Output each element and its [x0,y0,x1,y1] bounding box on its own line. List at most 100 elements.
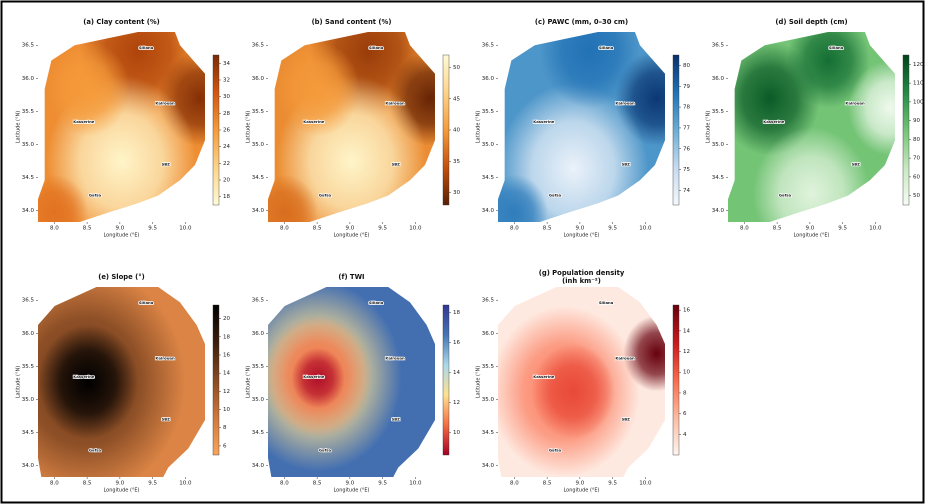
y-tick-label: 35.0 [252,142,265,148]
colorbar-tick-label: 120 [913,62,924,68]
x-tick-label: 10.0 [639,481,652,487]
x-tick-label: 9.0 [345,481,354,487]
panel-title: (b) Sand content (%) [312,18,392,26]
y-tick-label: 36.0 [482,76,495,82]
x-axis-label: Longitude (°E) [333,488,369,494]
city-label: Kairouan [155,355,175,360]
colorbar-tick-label: 16 [683,308,690,314]
x-tick-label: 8.5 [543,226,552,232]
x-axis-label: Longitude (°E) [103,488,139,494]
raster [268,32,435,222]
colorbar-tick-label: 50 [453,65,460,71]
raster-patch [38,174,89,222]
raster-patch [276,41,360,137]
city-label: Kairouan [845,100,865,105]
colorbar-tick-label: 77 [683,125,690,131]
y-tick-label: 36.5 [482,298,495,304]
x-tick-label: 8.5 [773,226,782,232]
colorbar-tick-label: 8 [683,390,687,396]
x-tick-label: 10.0 [179,226,192,232]
colorbar-tick-label: 35 [453,159,460,165]
city-label: SBZ [392,161,401,166]
city-label: Siliana [829,45,844,50]
x-tick-label: 8.5 [83,226,92,232]
y-tick-label: 36.5 [712,43,725,49]
raster-patch [46,41,130,137]
x-tick-label: 9.5 [838,226,847,232]
x-tick-label: 9.0 [115,481,124,487]
colorbar-tick-label: 16 [453,340,460,346]
city-label: Kasserine [303,374,324,379]
raster-patch [753,127,870,222]
y-tick-label: 35.0 [22,142,35,148]
colorbar-tick-label: 40 [453,128,460,134]
y-tick-label: 35.0 [482,142,495,148]
city-label: Gafsa [319,448,332,453]
colorbar-tick-label: 50 [913,193,920,199]
city-label: Kasserine [73,119,94,124]
colorbar-tick-label: 30 [453,190,460,196]
colorbar-tick-label: 28 [223,111,230,117]
y-tick-label: 34.0 [482,208,495,214]
x-tick-label: 10.0 [409,481,422,487]
x-tick-label: 8.5 [313,226,322,232]
raster [38,287,205,477]
city-label: SBZ [162,416,171,421]
y-tick-label: 35.5 [22,109,35,115]
city-label: Gafsa [89,193,102,198]
y-tick-label: 34.5 [22,175,35,181]
city-label: Kasserine [533,374,554,379]
colorbar-tick-label: 30 [223,94,230,100]
raster-patch [786,32,870,108]
y-tick-label: 36.5 [22,298,35,304]
x-tick-label: 8.0 [510,226,519,232]
city-label: Siliana [369,45,384,50]
colorbar-tick-label: 24 [223,144,230,150]
x-tick-label: 8.5 [83,481,92,487]
raster [268,287,435,477]
x-tick-label: 10.0 [409,226,422,232]
x-tick-label: 9.5 [378,481,387,487]
city-label: Kasserine [73,374,94,379]
x-tick-label: 9.0 [575,481,584,487]
city-label: Siliana [139,45,154,50]
y-tick-label: 34.0 [252,463,265,469]
city-label: Kasserine [303,119,324,124]
y-tick-label: 35.5 [22,364,35,370]
panel-title: (c) PAWC (mm, 0–30 cm) [535,18,628,26]
colorbar-tick-label: 74 [683,188,690,194]
x-tick-label: 8.5 [313,481,322,487]
y-tick-label: 34.0 [712,208,725,214]
x-tick-label: 10.0 [869,226,882,232]
colorbar-tick-label: 10 [453,430,460,436]
colorbar-tick-label: 12 [683,349,690,355]
y-axis-label: Latitude (°N) [246,366,252,398]
y-tick-label: 34.0 [482,463,495,469]
city-label: Kairouan [385,355,405,360]
y-tick-label: 36.0 [712,76,725,82]
x-tick-label: 8.0 [50,226,59,232]
y-tick-label: 34.5 [252,430,265,436]
city-label: SBZ [852,161,861,166]
colorbar-tick-label: 78 [683,105,690,111]
raster-patch [531,344,615,439]
x-tick-label: 9.0 [805,226,814,232]
city-label: Kairouan [155,100,175,105]
colorbar [442,54,450,206]
y-tick-label: 34.5 [252,175,265,181]
y-axis-label: Latitude (°N) [246,111,252,143]
y-axis-label: Latitude (°N) [16,366,22,398]
x-tick-label: 9.5 [378,226,387,232]
city-label: Kairouan [385,100,405,105]
y-tick-label: 36.0 [482,331,495,337]
y-tick-label: 36.5 [482,43,495,49]
colorbar-tick-label: 22 [223,161,230,167]
colorbar-tick-label: 14 [453,370,460,376]
colorbar-tick-label: 80 [683,63,690,69]
colorbar-tick-label: 100 [913,99,924,105]
colorbar-tick-label: 79 [683,84,690,90]
colorbar [672,54,680,206]
x-tick-label: 8.0 [280,481,289,487]
raster [38,32,205,222]
